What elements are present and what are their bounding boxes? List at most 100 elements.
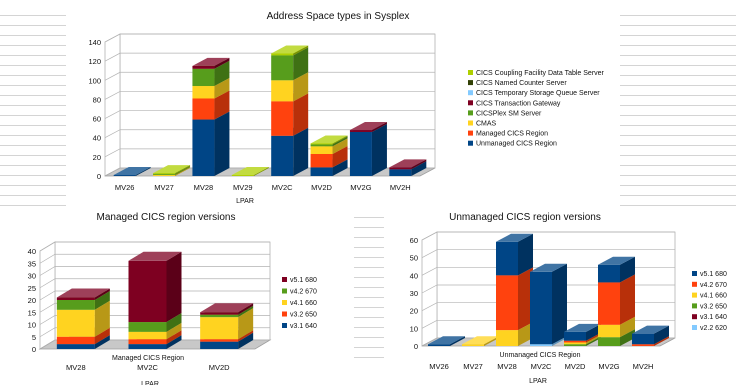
gridline xyxy=(39,253,270,264)
bar-front xyxy=(128,331,167,340)
bar-front xyxy=(632,344,654,346)
y-tick-label: 25 xyxy=(28,284,36,293)
bar-side xyxy=(552,336,567,346)
bar-front xyxy=(271,53,294,56)
bar-segment xyxy=(564,323,601,341)
bar-front xyxy=(128,322,167,332)
bar-side xyxy=(94,327,110,345)
legend-swatch xyxy=(468,80,473,86)
bar-side xyxy=(214,78,230,99)
bar-segment xyxy=(128,251,182,323)
spreadsheet-row xyxy=(0,156,66,166)
spreadsheet-row xyxy=(354,278,384,288)
x-tick-label: MV2C xyxy=(531,362,552,371)
bar-front xyxy=(530,271,552,345)
bar-front xyxy=(200,341,239,349)
inner-series-label: Managed CICS Region xyxy=(112,355,184,362)
bar-segment xyxy=(271,45,309,56)
managed-versions-chart: Managed CICS region versions 0 5 10 15 20 25 30… xyxy=(0,206,340,385)
bar-front xyxy=(310,144,333,147)
spreadsheet-row xyxy=(354,318,384,328)
legend-swatch xyxy=(468,90,473,96)
bar-side xyxy=(175,165,191,175)
bar-front xyxy=(310,143,333,145)
x-tick-label: MV28 xyxy=(66,363,86,372)
bar-front xyxy=(153,175,176,176)
gridline xyxy=(39,327,270,338)
bar-front xyxy=(153,173,176,175)
bar-front xyxy=(56,297,95,300)
bar-side xyxy=(253,167,269,176)
bar-side xyxy=(293,93,309,136)
legend-swatch xyxy=(468,140,473,146)
bar-front xyxy=(128,344,167,349)
spreadsheet-row xyxy=(620,6,736,16)
legend-label: CICS Temporary Storage Queue Server xyxy=(476,90,600,97)
bar-side xyxy=(332,159,348,176)
x-tick-label: MV27 xyxy=(154,183,174,192)
bar-segment xyxy=(200,303,254,315)
bar-segment xyxy=(496,233,533,276)
spreadsheet-row xyxy=(354,338,384,348)
bar-side xyxy=(214,60,230,87)
bar-front xyxy=(128,339,167,345)
bar-side xyxy=(620,274,635,325)
bar-front xyxy=(632,333,654,345)
spreadsheet-row xyxy=(620,136,736,146)
bar-top xyxy=(530,263,567,272)
spreadsheet-row xyxy=(354,268,384,278)
bar-segment xyxy=(428,336,465,346)
bar-top xyxy=(128,251,182,261)
bar-front xyxy=(192,119,215,176)
bar-side xyxy=(586,336,601,346)
legend-label: Unmanaged CICS Region xyxy=(476,141,557,148)
bar-side xyxy=(166,251,182,323)
spreadsheet-row xyxy=(620,176,736,186)
bar-top xyxy=(389,159,427,168)
x-tick-label: MV26 xyxy=(429,362,449,371)
y-tick-label: 5 xyxy=(32,333,36,342)
bar-side xyxy=(411,161,427,176)
bar-front xyxy=(200,314,239,318)
spreadsheet-row xyxy=(620,36,736,46)
legend-label: v3.1 640 xyxy=(290,323,317,330)
gridline xyxy=(421,284,675,294)
bar-side xyxy=(238,330,254,342)
bar-segment xyxy=(153,165,191,175)
chart-title: Address Space types in Sysplex xyxy=(267,11,410,22)
bar-front xyxy=(496,330,518,346)
bar-front xyxy=(56,344,95,349)
spreadsheet-row xyxy=(620,156,736,166)
legend-label: v4.1 660 xyxy=(700,293,727,300)
bar-top xyxy=(153,165,191,174)
spreadsheet-row xyxy=(0,106,66,116)
y-tick-label: 120 xyxy=(88,57,101,66)
x-axis-title: LPAR xyxy=(236,198,254,205)
bar-front xyxy=(389,167,412,170)
bar-front xyxy=(192,86,215,99)
bar-front xyxy=(200,339,239,342)
bar-front xyxy=(56,336,95,345)
legend-label: v4.1 660 xyxy=(290,300,317,307)
spreadsheet-row xyxy=(0,176,66,186)
spreadsheet-row xyxy=(620,166,736,176)
bar-side xyxy=(654,325,669,345)
legend-label: v3.2 650 xyxy=(700,303,727,310)
bar-front xyxy=(496,241,518,276)
bar-side xyxy=(214,111,230,176)
side-table-middle xyxy=(354,208,384,358)
gridline xyxy=(39,290,270,301)
legend-swatch xyxy=(468,130,473,136)
legend-label: v2.2 620 xyxy=(700,325,727,332)
side-table-left xyxy=(0,6,66,206)
y-tick-label: 10 xyxy=(28,321,36,330)
spreadsheet-row xyxy=(354,218,384,228)
bar-front xyxy=(564,342,586,345)
bar-segment xyxy=(598,256,635,283)
gridline xyxy=(39,278,270,289)
bar-front xyxy=(598,282,620,325)
spreadsheet-row xyxy=(0,136,66,146)
bar-front xyxy=(496,275,518,331)
bar-front xyxy=(200,312,239,315)
x-tick-label: MV26 xyxy=(115,183,135,192)
